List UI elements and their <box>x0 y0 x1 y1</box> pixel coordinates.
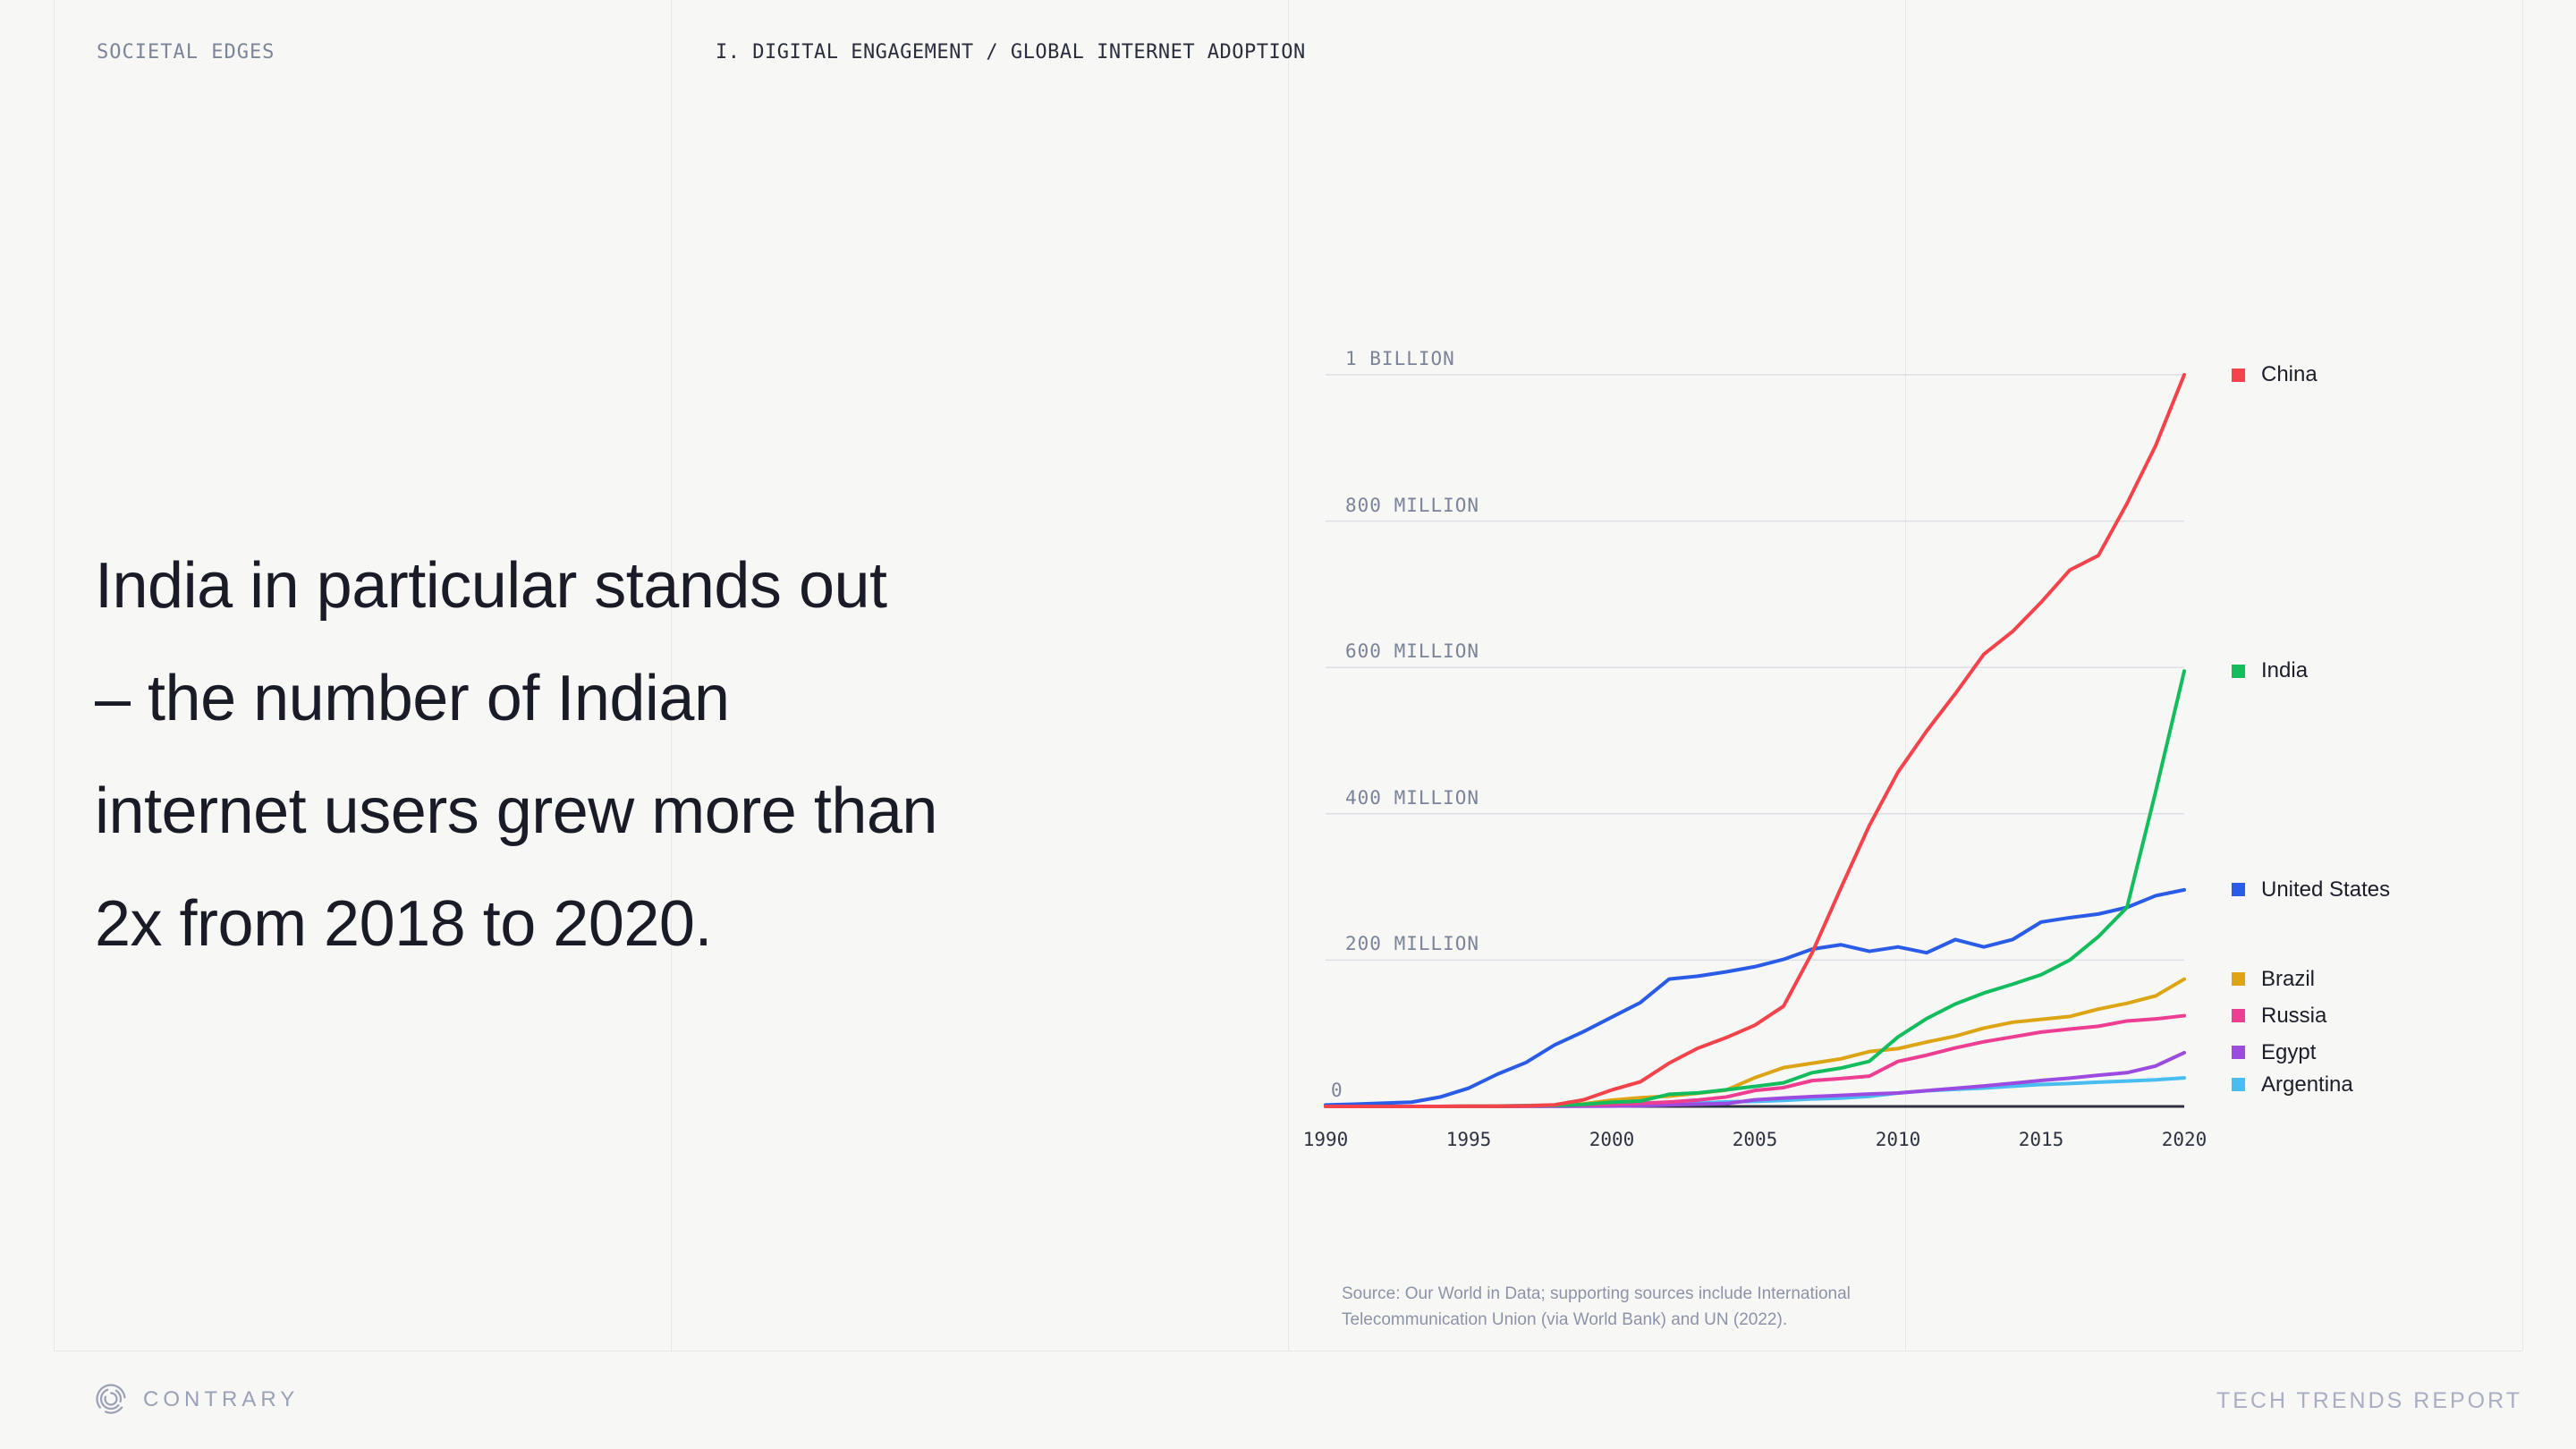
legend-label: Brazil <box>2261 966 2316 991</box>
footer-separator <box>54 1351 2522 1352</box>
series-line-india <box>1324 669 2186 1108</box>
footer-report-label: TECH TRENDS REPORT <box>2216 1388 2522 1413</box>
legend-swatch <box>2232 1009 2245 1023</box>
contrary-logo-icon <box>93 1381 129 1417</box>
headline-line-4: 2x from 2018 to 2020. <box>95 888 712 960</box>
legend-item-china: China <box>2232 361 2318 388</box>
chart-svg <box>1324 373 2186 1108</box>
section-heading: I. DIGITAL ENGAGEMENT / GLOBAL INTERNET … <box>716 41 1306 64</box>
x-axis-label: 1990 <box>1302 1129 1349 1150</box>
footer-brand: CONTRARY <box>93 1381 299 1417</box>
grid-rule-left-border <box>54 0 55 1351</box>
eyebrow-label: SOCIETAL EDGES <box>97 41 275 64</box>
x-axis-label: 2015 <box>2018 1129 2064 1150</box>
source-note: Source: Our World in Data; supporting so… <box>1342 1281 1851 1333</box>
x-axis-label: 2000 <box>1589 1129 1635 1150</box>
legend-item-india: India <box>2232 657 2308 684</box>
legend-swatch <box>2232 368 2245 382</box>
legend-swatch <box>2232 883 2245 897</box>
legend-item-brazil: Brazil <box>2232 966 2315 993</box>
legend-swatch <box>2232 1078 2245 1092</box>
legend-swatch <box>2232 664 2245 678</box>
series-line-china <box>1324 373 2186 1108</box>
legend-item-egypt: Egypt <box>2232 1039 2316 1066</box>
legend-label: Egypt <box>2261 1039 2317 1064</box>
legend-swatch <box>2232 972 2245 987</box>
headline-line-3: internet users grew more than <box>95 775 937 847</box>
legend-item-united-states: United States <box>2232 877 2390 903</box>
legend-label: United States <box>2261 877 2391 902</box>
grid-rule-right-border <box>2522 0 2523 1351</box>
y-axis-label: 400 MILLION <box>1345 786 1480 809</box>
x-axis-label: 2005 <box>1732 1129 1778 1150</box>
y-axis-label: 800 MILLION <box>1345 494 1480 516</box>
grid-rule-col-3 <box>1288 0 1289 1351</box>
x-axis-label: 2010 <box>1875 1129 1921 1150</box>
x-axis-label: 2020 <box>2161 1129 2207 1150</box>
source-line-2: Telecommunication Union (via World Bank)… <box>1342 1310 1788 1329</box>
grid-rule-col-2 <box>671 0 672 1351</box>
grid-rule-col-4 <box>1905 0 1906 1351</box>
y-axis-label: 0 <box>1331 1080 1343 1101</box>
legend-label: China <box>2261 362 2318 386</box>
legend-label: Russia <box>2261 1003 2327 1028</box>
legend-item-argentina: Argentina <box>2232 1072 2353 1098</box>
y-axis-label: 200 MILLION <box>1345 933 1480 955</box>
source-line-1: Source: Our World in Data; supporting so… <box>1342 1284 1851 1303</box>
legend-item-russia: Russia <box>2232 1003 2326 1030</box>
y-axis-label: 1 BILLION <box>1345 348 1455 369</box>
series-line-united-states <box>1324 887 2186 1107</box>
y-axis-label: 600 MILLION <box>1345 640 1480 663</box>
legend-swatch <box>2232 1046 2245 1060</box>
x-axis-label: 1995 <box>1445 1129 1492 1150</box>
footer-brand-label: CONTRARY <box>143 1387 300 1411</box>
headline-line-2: – the number of Indian <box>95 663 730 734</box>
legend-label: India <box>2261 658 2309 683</box>
headline-line-1: India in particular stands out <box>95 550 887 622</box>
headline: India in particular stands out – the num… <box>95 530 1293 980</box>
legend-label: Argentina <box>2261 1072 2353 1097</box>
